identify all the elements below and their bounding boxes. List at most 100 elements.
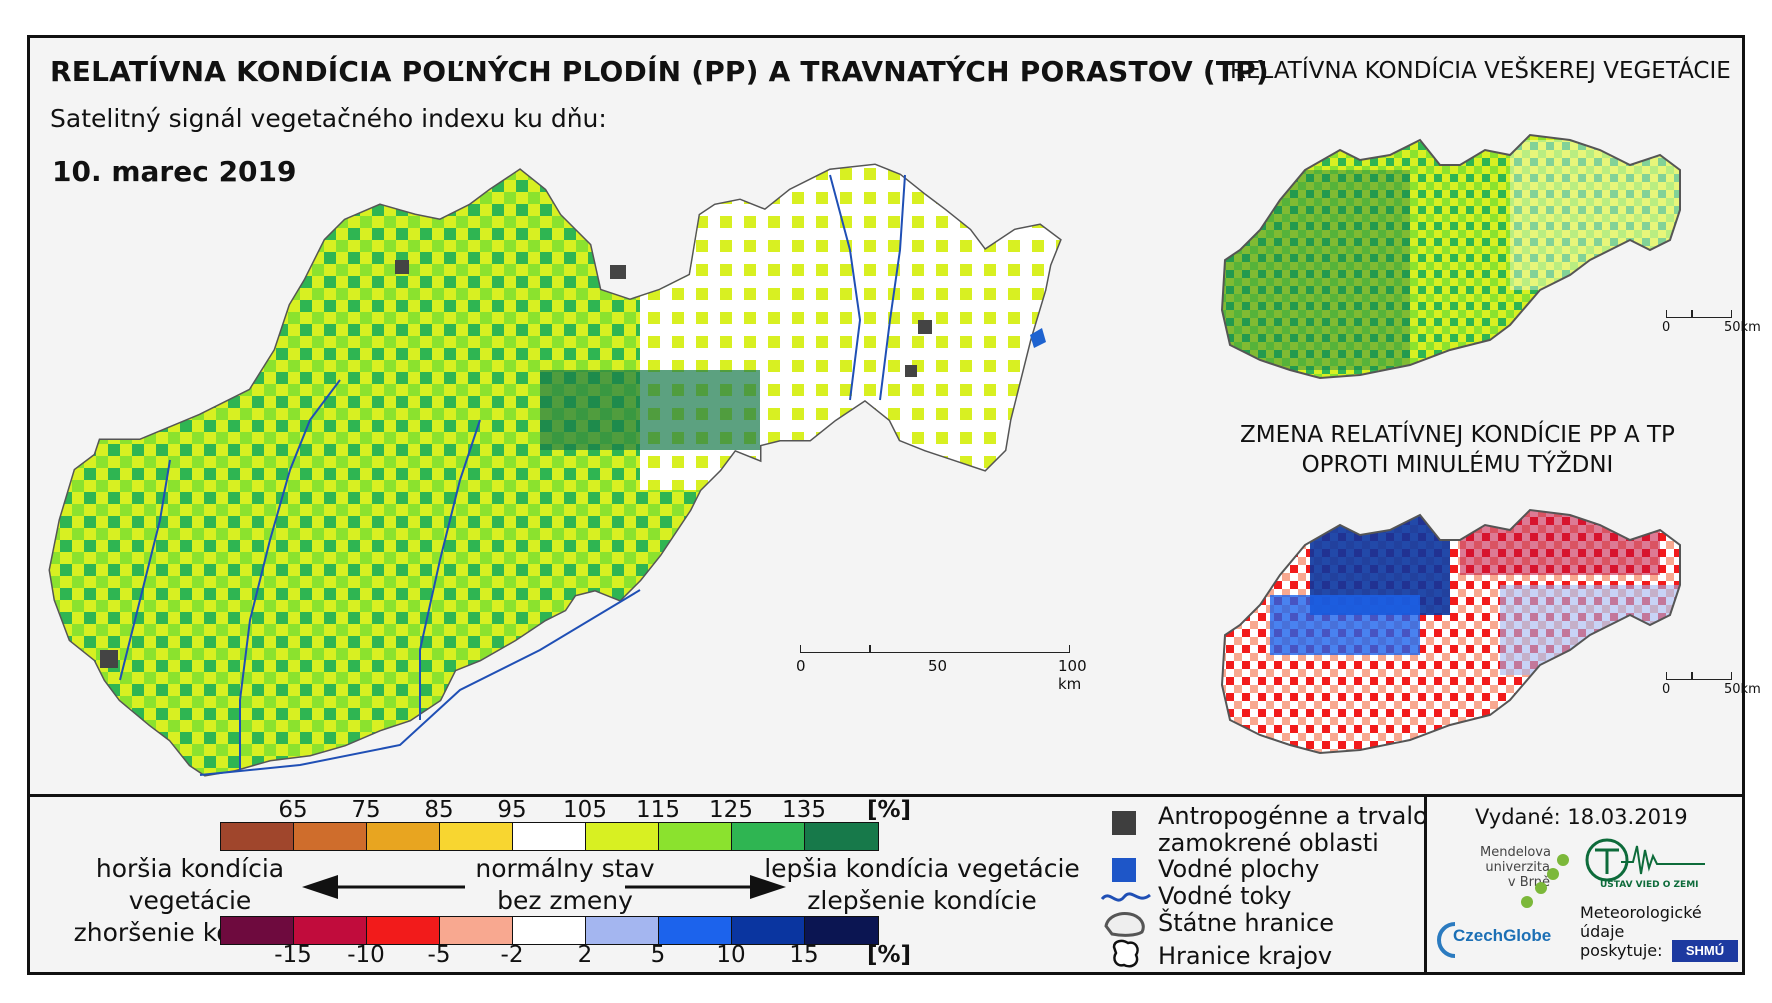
worse-line1: horšia kondícia vegetácie	[95, 854, 285, 915]
page-title: RELATÍVNA KONDÍCIA POĽNÝCH PLODÍN (PP) A…	[50, 55, 1269, 88]
condition-tick-1: 75	[351, 797, 381, 823]
scale-label-zero: 0	[1662, 320, 1671, 335]
arrows	[302, 875, 786, 899]
anthropogenic-line2: zamokrené oblasti	[1158, 829, 1379, 857]
normal-line2: bez zmeny	[497, 886, 633, 915]
condition-tick-5: 115	[636, 797, 680, 823]
better-label: lepšia kondícia vegetácie zlepšenie kond…	[762, 853, 1082, 917]
condition-tick-0: 65	[278, 797, 308, 823]
water-body-icon	[1030, 328, 1046, 348]
change-tick-6: 10	[716, 942, 746, 968]
met-line3: poskytuje:	[1580, 941, 1663, 960]
water-courses	[119, 174, 906, 776]
water-body-label: Vodné plochy	[1158, 855, 1320, 883]
condition-color-bar	[220, 822, 879, 851]
arrow-right-icon	[625, 875, 786, 899]
seismograph-icon	[1585, 838, 1705, 882]
state-border-icon	[1104, 912, 1145, 937]
issued-date: Vydané: 18.03.2019	[1475, 805, 1688, 829]
condition-swatch-1	[294, 823, 367, 850]
arrow-left-icon	[302, 875, 465, 899]
scale-label-mid: 50	[928, 657, 948, 675]
condition-tick-2: 85	[424, 797, 454, 823]
scale-label-end: 50km	[1724, 682, 1761, 697]
legend-divider	[27, 794, 1745, 797]
met-line1: Meteorologické	[1580, 903, 1702, 922]
change-tick-2: -5	[427, 942, 451, 968]
scale-segment	[1692, 310, 1732, 318]
change-map-title: ZMENA RELATÍVNEJ KONDÍCIE PP A TP OPROTI…	[1240, 420, 1675, 480]
change-tick-4: 2	[577, 942, 593, 968]
condition-swatch-7	[732, 823, 805, 850]
change-tick-5: 5	[650, 942, 666, 968]
scale-segment	[1692, 672, 1732, 680]
scale-segment	[1666, 310, 1692, 318]
better-line2: zlepšenie kondície	[807, 886, 1037, 915]
change-swatch-5	[586, 917, 659, 944]
map-date: 10. marec 2019	[52, 155, 297, 188]
footer-divider	[1424, 796, 1427, 975]
change-swatch-7	[732, 917, 805, 944]
change-swatch-6	[659, 917, 732, 944]
change-map-title-line1: ZMENA RELATÍVNEJ KONDÍCIE PP A TP	[1240, 422, 1675, 448]
water-body-icon	[1112, 858, 1136, 882]
condition-tick-4: 105	[563, 797, 607, 823]
change-swatch-4	[513, 917, 586, 944]
change-swatch-2	[367, 917, 440, 944]
region-border-label: Hranice krajov	[1158, 942, 1333, 970]
czechglobe-logo-icon	[1437, 922, 1456, 958]
change-map-title-line2: OPROTI MINULÉMU TÝŽDNI	[1301, 452, 1614, 478]
scale-segment	[870, 645, 1070, 653]
better-line1: lepšia kondícia vegetácie	[764, 854, 1080, 883]
condition-swatch-5	[586, 823, 659, 850]
condition-raster-central	[540, 370, 760, 450]
condition-swatch-6	[659, 823, 732, 850]
change-tick-3: -2	[500, 942, 524, 968]
region-border-icon	[1112, 939, 1139, 968]
czechglobe-label: CzechGlobe	[1453, 926, 1552, 945]
condition-raster-west	[50, 165, 700, 775]
mendel-logo-text: Mendelova univerzita v Brně	[1480, 845, 1551, 890]
met-line2: údaje	[1580, 922, 1625, 941]
slovakia-outline-small	[1220, 133, 1681, 380]
scale-label-zero: 0	[1662, 682, 1671, 697]
uvz-label: ÚSTAV VIED O ZEMI	[1600, 880, 1699, 890]
slovakia-outline-small	[1220, 508, 1681, 755]
condition-swatch-8	[805, 823, 878, 850]
condition-swatch-3	[440, 823, 513, 850]
condition-tick-6: 125	[709, 797, 753, 823]
change-tick-0: -15	[274, 942, 312, 968]
page-subtitle: Satelitný signál vegetačného indexu ku d…	[50, 104, 607, 133]
scale-segment	[1666, 672, 1692, 680]
normal-label: normálny stav bez zmeny	[455, 853, 675, 917]
condition-tick-3: 95	[497, 797, 527, 823]
condition-tick-7: 135	[782, 797, 826, 823]
vegetation-map-title: RELATÍVNA KONDÍCIA VEŠKEREJ VEGETÁCIE	[1230, 58, 1731, 84]
uvz-logo: ÚSTAV VIED O ZEMI	[1585, 836, 1705, 896]
vegetation-condition-map	[1220, 133, 1681, 380]
anthropogenic-areas	[100, 260, 932, 668]
anthropogenic-area-icon	[1112, 811, 1136, 835]
scale-label-end: 100 km	[1058, 657, 1087, 693]
river-label: Vodné toky	[1158, 882, 1292, 910]
change-swatch-1	[294, 917, 367, 944]
scale-label-zero: 0	[796, 657, 806, 675]
mendel-line2: univerzita	[1485, 860, 1550, 875]
change-tick-1: -10	[347, 942, 385, 968]
condition-swatch-2	[367, 823, 440, 850]
change-color-bar	[220, 916, 879, 945]
change-tick-7: 15	[789, 942, 819, 968]
change-swatch-8	[805, 917, 878, 944]
change-condition-map	[1220, 508, 1681, 755]
change-swatch-3	[440, 917, 513, 944]
change-unit: [%]	[867, 942, 912, 968]
normal-line1: normálny stav	[475, 854, 655, 883]
shmu-logo: SHMÚ	[1672, 940, 1738, 962]
condition-unit: [%]	[867, 797, 912, 823]
met-data-provider: Meteorologické údaje poskytuje:	[1580, 903, 1702, 960]
czechglobe-logo: CzechGlobe	[1437, 918, 1557, 962]
mendel-logo-icon	[1521, 854, 1569, 908]
condition-swatch-0	[221, 823, 294, 850]
anthropogenic-line1: Antropogénne a trvalo	[1158, 802, 1428, 830]
